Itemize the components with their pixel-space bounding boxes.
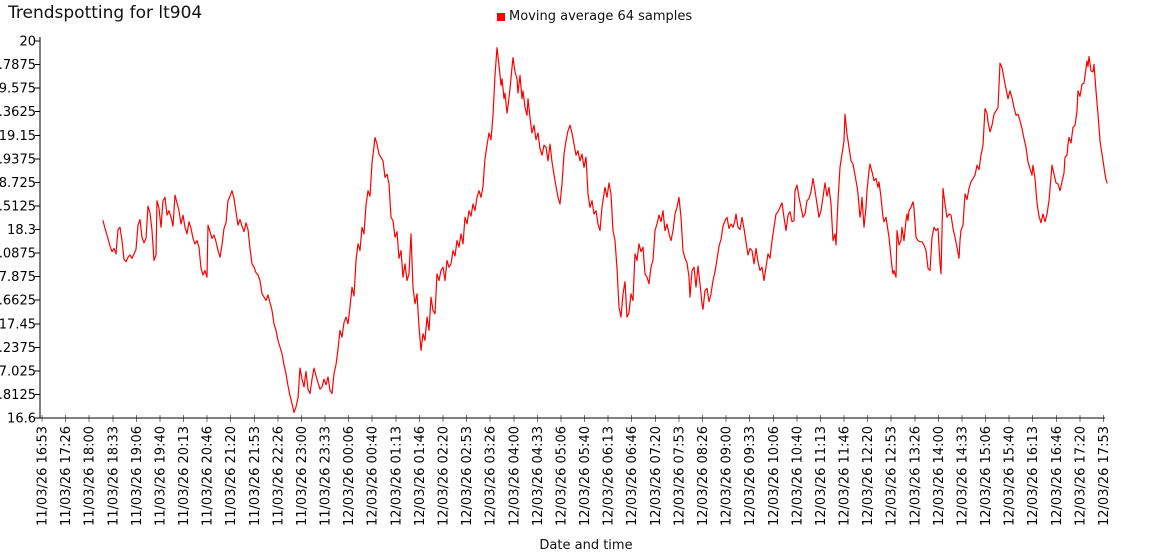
y-tick-label: 18.0875: [0, 247, 36, 262]
x-tick-label: 12/03/26 17:20: [1073, 426, 1088, 526]
y-tick-label: 20: [19, 35, 36, 50]
legend: Moving average 64 samples: [497, 9, 692, 24]
y-tick-label: 17.45: [0, 317, 36, 332]
y-tick-label: 17.2375: [0, 341, 36, 356]
x-tick-label: 12/03/26 07:53: [672, 426, 687, 526]
x-tick-label: 12/03/26 11:46: [838, 426, 853, 526]
x-tick-label: 12/03/26 07:20: [649, 426, 664, 526]
x-tick-label: 12/03/26 00:40: [366, 426, 381, 526]
x-tick-label: 12/03/26 03:26: [484, 426, 499, 526]
y-tick-label: 18.9375: [0, 152, 36, 167]
x-tick-label: 12/03/26 17:53: [1097, 426, 1112, 526]
y-tick-label: 19.15: [0, 129, 36, 144]
x-tick-label: 12/03/26 04:33: [531, 426, 546, 526]
y-tick-label: 19.7875: [0, 58, 36, 73]
x-tick-label: 12/03/26 01:13: [389, 426, 404, 526]
y-tick-label: 17.875: [0, 270, 36, 285]
x-tick-label: 11/03/26 16:53: [36, 426, 51, 526]
x-tick-label: 11/03/26 23:00: [295, 426, 310, 526]
x-tick-label: 12/03/26 15:40: [1003, 426, 1018, 526]
x-tick-label: 12/03/26 16:46: [1050, 426, 1065, 526]
x-tick-label: 11/03/26 18:33: [106, 426, 121, 526]
x-tick-label: 12/03/26 12:53: [885, 426, 900, 526]
legend-marker-icon: [497, 12, 505, 21]
x-tick-label: 12/03/26 06:46: [625, 426, 640, 526]
y-tick-label: 16.6: [7, 412, 36, 427]
x-tick-label: 12/03/26 09:33: [743, 426, 758, 526]
y-tick-label: 19.3625: [0, 105, 36, 120]
y-tick-label: 17.6625: [0, 294, 36, 309]
x-tick-label: 12/03/26 02:53: [460, 426, 475, 526]
y-tick-label: 16.8125: [0, 388, 36, 403]
x-tick-label: 12/03/26 16:13: [1026, 426, 1041, 526]
x-tick-label: 11/03/26 20:46: [201, 426, 216, 526]
x-tick-label: 11/03/26 21:53: [248, 426, 263, 526]
x-tick-label: 11/03/26 19:06: [130, 426, 145, 526]
y-tick-label: 17.025: [0, 364, 36, 379]
x-tick-label: 12/03/26 05:06: [554, 426, 569, 526]
x-tick-label: 12/03/26 08:26: [696, 426, 711, 526]
y-tick-label: 19.575: [0, 82, 36, 97]
x-tick-label: 12/03/26 02:20: [437, 426, 452, 526]
x-tick-label: 12/03/26 11:13: [814, 426, 829, 526]
x-tick-label: 12/03/26 12:20: [861, 426, 876, 526]
chart-title: Trendspotting for lt904: [8, 3, 203, 23]
x-tick-label: 11/03/26 22:26: [271, 426, 286, 526]
x-tick-label: 11/03/26 20:13: [177, 426, 192, 526]
y-tick-label: 18.5125: [0, 199, 36, 214]
x-tick-label: 12/03/26 13:26: [908, 426, 923, 526]
y-tick-label: 18.725: [0, 176, 36, 191]
legend-label: Moving average 64 samples: [509, 9, 693, 24]
x-tick-label: 11/03/26 21:20: [224, 426, 239, 526]
x-tick-label: 12/03/26 14:00: [932, 426, 947, 526]
x-tick-label: 12/03/26 00:06: [342, 426, 357, 526]
x-tick-label: 12/03/26 15:06: [979, 426, 994, 526]
x-tick-label: 12/03/26 01:46: [413, 426, 428, 526]
x-tick-label: 12/03/26 10:06: [767, 426, 782, 526]
y-tick-label: 18.3: [7, 223, 36, 238]
x-tick-label: 12/03/26 09:00: [720, 426, 735, 526]
series-line: [102, 47, 1108, 414]
x-tick-label: 11/03/26 19:40: [153, 426, 168, 526]
x-tick-label: 11/03/26 23:33: [319, 426, 334, 526]
x-tick-label: 12/03/26 06:13: [602, 426, 617, 526]
x-tick-label: 12/03/26 05:40: [578, 426, 593, 526]
x-tick-label: 11/03/26 18:00: [83, 426, 98, 526]
x-tick-label: 12/03/26 04:00: [507, 426, 522, 526]
x-tick-label: 12/03/26 10:40: [790, 426, 805, 526]
x-axis-title: Date and time: [539, 538, 633, 553]
x-tick-label: 11/03/26 17:26: [59, 426, 74, 526]
x-tick-label: 12/03/26 14:33: [955, 426, 970, 526]
